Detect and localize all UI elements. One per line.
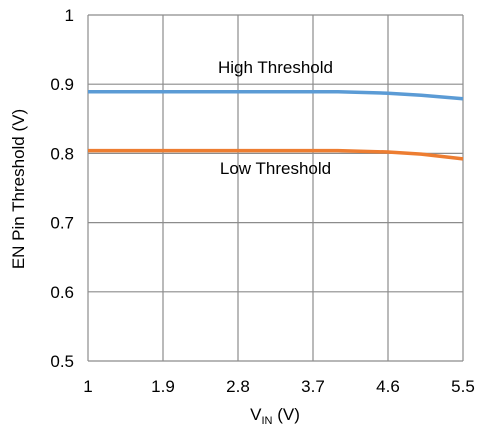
x-tick-label: 1 bbox=[83, 377, 92, 396]
x-axis-title-main: V bbox=[250, 405, 262, 424]
y-axis-title: EN Pin Threshold (V) bbox=[9, 109, 28, 269]
y-tick-label: 1 bbox=[65, 6, 74, 25]
x-tick-labels: 1 1.9 2.8 3.7 4.6 5.5 bbox=[83, 377, 475, 396]
series-layer bbox=[88, 90, 464, 161]
y-tick-labels: 0.5 0.6 0.7 0.8 0.9 1 bbox=[50, 6, 74, 371]
x-axis-title-unit: (V) bbox=[272, 405, 299, 424]
x-tick-label: 3.7 bbox=[301, 377, 325, 396]
x-axis-title-sub: IN bbox=[261, 415, 272, 427]
y-tick-label: 0.5 bbox=[50, 352, 74, 371]
annotation-label: High Threshold bbox=[218, 58, 333, 77]
x-tick-label: 2.8 bbox=[226, 377, 250, 396]
series-line-high-threshold bbox=[88, 90, 464, 101]
y-tick-label: 0.7 bbox=[50, 214, 74, 233]
annotations: High Threshold Low Threshold bbox=[218, 58, 333, 178]
y-tick-label: 0.8 bbox=[50, 144, 74, 163]
y-tick-label: 0.9 bbox=[50, 75, 74, 94]
x-tick-label: 1.9 bbox=[151, 377, 175, 396]
x-axis-title: VIN (V) bbox=[250, 405, 300, 427]
x-tick-label: 5.5 bbox=[451, 377, 475, 396]
annotation-label: Low Threshold bbox=[220, 159, 331, 178]
x-tick-label: 4.6 bbox=[376, 377, 400, 396]
y-tick-label: 0.6 bbox=[50, 283, 74, 302]
series-line-low-threshold bbox=[88, 148, 464, 161]
